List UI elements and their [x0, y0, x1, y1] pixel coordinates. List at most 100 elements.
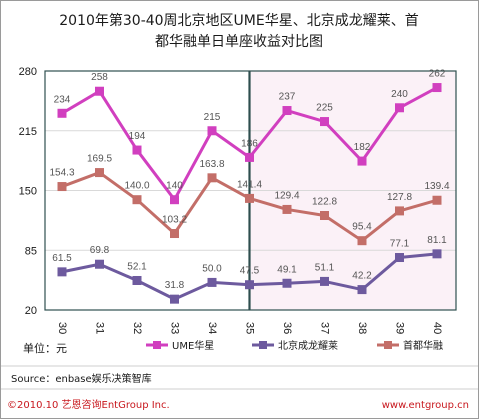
legend-marker — [259, 341, 267, 349]
group-box-right — [249, 70, 457, 311]
data-point — [357, 236, 367, 246]
legend-label: 首都华融 — [403, 339, 443, 352]
data-point — [95, 86, 104, 96]
legend-label: UME华星 — [172, 339, 214, 352]
data-label: 169.5 — [87, 154, 112, 165]
data-label: 163.8 — [199, 159, 224, 170]
data-point — [282, 106, 292, 116]
data-label: 122.8 — [312, 197, 337, 208]
data-point — [320, 276, 329, 286]
data-label: 182 — [354, 142, 371, 153]
data-label: 51.1 — [315, 262, 335, 273]
data-label: 69.8 — [90, 245, 110, 256]
chart-title-line-1: 2010年第30-40周北京地区UME华星、北京成龙耀莱、首 — [59, 12, 418, 29]
data-point — [432, 195, 442, 205]
series-layer: 234 258 194 140 215 186 237 225 182 240 262 61.5 69.… — [49, 69, 450, 304]
copyright-text: ©2010.10 艺恩咨询EntGroup Inc. — [7, 398, 170, 411]
legend-marker — [153, 341, 161, 349]
data-point — [57, 108, 67, 118]
data-point — [320, 211, 329, 221]
data-label: 81.1 — [427, 235, 447, 246]
data-point — [57, 267, 67, 277]
data-point — [95, 259, 104, 269]
y-axis: 280 215 150 85 20 — [19, 66, 37, 317]
data-label: 77.1 — [390, 239, 410, 250]
data-label: 237 — [279, 92, 296, 103]
data-label: 262 — [429, 69, 446, 80]
data-point — [395, 206, 404, 216]
data-point — [357, 156, 367, 166]
x-tick-label: 36 — [281, 322, 293, 334]
series-2: 154.3 169.5 140.0 103.2 163.8 141.4 129.4 122.8… — [49, 154, 450, 246]
data-label: 154.3 — [49, 168, 74, 179]
x-tick-label: 33 — [169, 322, 181, 334]
y-tick-label: 215 — [19, 126, 37, 138]
x-tick-label: 30 — [56, 322, 68, 334]
data-point — [170, 294, 179, 304]
data-label: 95.4 — [352, 222, 372, 233]
data-point — [132, 145, 142, 155]
data-point — [432, 249, 442, 259]
chart-title-line-2: 都华融单日单座收益对比图 — [155, 34, 323, 50]
website-text: www.entgroup.cn — [382, 400, 469, 411]
data-point — [207, 277, 217, 287]
data-point — [132, 275, 142, 285]
data-label: 61.5 — [52, 253, 72, 264]
data-label: 127.8 — [387, 192, 412, 203]
x-tick-label: 40 — [431, 322, 443, 334]
legend: UME华星 北京成龙耀莱 首都华融 — [146, 339, 443, 352]
data-label: 215 — [204, 112, 221, 123]
data-label: 129.4 — [274, 190, 299, 201]
data-label: 141.4 — [237, 179, 262, 190]
data-point — [395, 103, 404, 113]
unit-label: 单位：元 — [23, 341, 67, 355]
x-tick-label: 39 — [394, 322, 406, 334]
x-axis: 30 31 32 33 34 35 36 37 38 39 40 — [56, 322, 443, 334]
data-label: 49.1 — [277, 264, 297, 275]
data-label: 225 — [316, 103, 333, 114]
data-point — [245, 152, 254, 162]
x-tick-label: 32 — [131, 322, 143, 334]
data-point — [95, 168, 104, 178]
data-point — [245, 280, 254, 290]
y-tick-label: 280 — [19, 66, 37, 78]
legend-label: 北京成龙耀莱 — [278, 339, 338, 352]
data-point — [282, 278, 292, 288]
data-point — [170, 195, 179, 205]
data-point — [395, 253, 404, 263]
data-label: 103.2 — [162, 215, 187, 226]
data-point — [132, 195, 142, 205]
data-label: 186 — [241, 138, 258, 149]
y-tick-label: 85 — [25, 245, 37, 257]
legend-marker — [384, 341, 392, 349]
x-tick-label: 37 — [319, 322, 331, 334]
data-point — [245, 193, 254, 203]
data-label: 139.4 — [424, 181, 449, 192]
data-label: 50.0 — [202, 263, 222, 274]
x-tick-label: 38 — [356, 322, 368, 334]
data-point — [282, 204, 292, 214]
series-1: 61.5 69.8 52.1 31.8 50.0 47.5 49.1 51.1 42.2 77.1… — [52, 235, 447, 304]
data-label: 52.1 — [127, 261, 147, 272]
data-point — [357, 285, 367, 295]
data-point — [170, 229, 179, 239]
data-label: 47.5 — [240, 266, 260, 277]
data-point — [57, 182, 67, 192]
data-point — [207, 173, 217, 183]
y-tick-label: 20 — [25, 305, 37, 317]
data-point — [207, 126, 217, 136]
x-tick-label: 34 — [206, 322, 218, 334]
data-label: 140.0 — [124, 181, 149, 192]
group-box-left — [44, 70, 250, 311]
x-tick-label: 35 — [244, 322, 256, 334]
data-label: 42.2 — [352, 271, 372, 282]
source-text: Source：enbase娱乐决策智库 — [11, 372, 152, 385]
y-tick-label: 150 — [19, 186, 37, 198]
data-point — [432, 83, 442, 93]
data-label: 194 — [129, 131, 146, 142]
data-label: 31.8 — [165, 280, 185, 291]
data-point — [320, 117, 329, 127]
data-label: 258 — [91, 72, 108, 83]
